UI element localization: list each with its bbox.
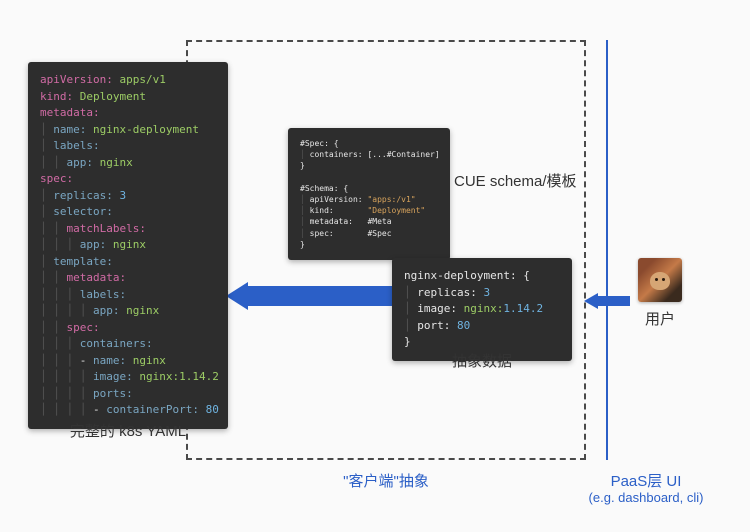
paas-divider-line bbox=[606, 40, 608, 460]
client-abstraction-label: "客户端"抽象 bbox=[186, 470, 586, 491]
k8s-yaml-code: apiVersion: apps/v1 kind: Deployment met… bbox=[28, 62, 228, 429]
abstract-data-label: 抽象数据 bbox=[392, 350, 572, 371]
paas-ui-label-line2: (e.g. dashboard, cli) bbox=[556, 490, 736, 505]
arrow-user-to-data-body bbox=[596, 296, 630, 306]
arrow-user-to-data-head bbox=[584, 293, 598, 309]
arrow-to-yaml-head bbox=[226, 282, 248, 310]
user-label: 用户 bbox=[630, 308, 690, 329]
arrow-to-yaml-body bbox=[246, 286, 396, 306]
k8s-yaml-label: 完整的 k8s YAML bbox=[28, 420, 228, 441]
paas-ui-label-line1: PaaS层 UI bbox=[556, 470, 736, 491]
cue-schema-label: CUE schema/模板 bbox=[454, 170, 604, 191]
user-avatar-image bbox=[638, 258, 682, 302]
cue-schema-code: #Spec: { │ containers: [...#Container] }… bbox=[288, 128, 450, 260]
abstract-data-code: nginx-deployment: { │ replicas: 3 │ imag… bbox=[392, 258, 572, 361]
